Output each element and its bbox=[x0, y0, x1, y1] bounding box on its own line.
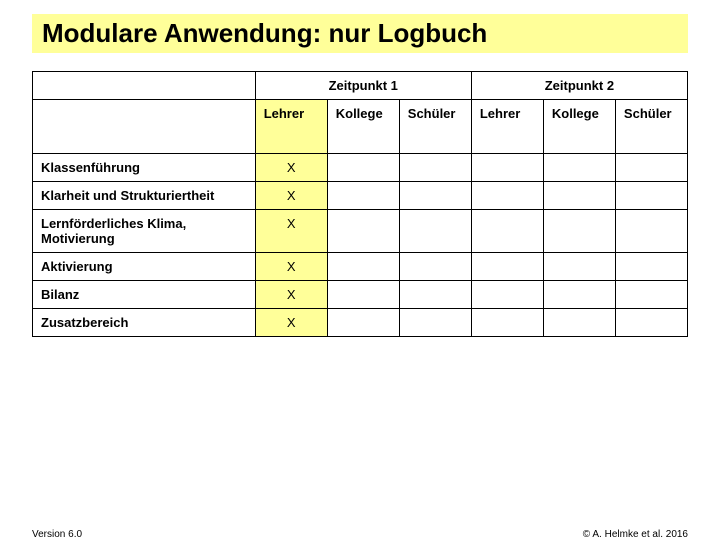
cell bbox=[543, 182, 615, 210]
table-row: Lernförderliches Klima, MotivierungX bbox=[33, 210, 688, 253]
cell bbox=[327, 309, 399, 337]
cell bbox=[615, 309, 687, 337]
cell bbox=[399, 309, 471, 337]
header-sub-4: Kollege bbox=[543, 100, 615, 154]
cell bbox=[399, 182, 471, 210]
cell bbox=[615, 253, 687, 281]
cell bbox=[399, 253, 471, 281]
cell bbox=[327, 210, 399, 253]
cell bbox=[615, 154, 687, 182]
cell bbox=[327, 182, 399, 210]
cell: X bbox=[255, 182, 327, 210]
table-row: BilanzX bbox=[33, 281, 688, 309]
table-container: Zeitpunkt 1 Zeitpunkt 2 Lehrer Kollege S… bbox=[32, 71, 688, 337]
cell bbox=[543, 281, 615, 309]
cell: X bbox=[255, 210, 327, 253]
cell bbox=[543, 210, 615, 253]
cell bbox=[327, 281, 399, 309]
row-label: Bilanz bbox=[33, 281, 256, 309]
cell bbox=[471, 309, 543, 337]
footer-version: Version 6.0 bbox=[32, 529, 82, 540]
cell bbox=[327, 253, 399, 281]
header-sub-1: Kollege bbox=[327, 100, 399, 154]
cell bbox=[399, 281, 471, 309]
header-sub-2: Schüler bbox=[399, 100, 471, 154]
table-head: Zeitpunkt 1 Zeitpunkt 2 Lehrer Kollege S… bbox=[33, 72, 688, 154]
row-label: Klassenführung bbox=[33, 154, 256, 182]
header-row-subs: Lehrer Kollege Schüler Lehrer Kollege Sc… bbox=[33, 100, 688, 154]
table-row: KlassenführungX bbox=[33, 154, 688, 182]
header-sub-5: Schüler bbox=[615, 100, 687, 154]
row-label: Aktivierung bbox=[33, 253, 256, 281]
cell: X bbox=[255, 154, 327, 182]
cell bbox=[471, 182, 543, 210]
table-row: Klarheit und StrukturiertheitX bbox=[33, 182, 688, 210]
cell bbox=[615, 182, 687, 210]
cell bbox=[615, 210, 687, 253]
cell: X bbox=[255, 281, 327, 309]
header-row-groups: Zeitpunkt 1 Zeitpunkt 2 bbox=[33, 72, 688, 100]
cell bbox=[471, 253, 543, 281]
cell bbox=[543, 253, 615, 281]
cell bbox=[471, 210, 543, 253]
cell bbox=[399, 210, 471, 253]
header-blank-sub bbox=[33, 100, 256, 154]
table-row: ZusatzbereichX bbox=[33, 309, 688, 337]
cell bbox=[327, 154, 399, 182]
footer-copyright: © A. Helmke et al. 2016 bbox=[583, 529, 688, 540]
header-sub-3: Lehrer bbox=[471, 100, 543, 154]
cell bbox=[399, 154, 471, 182]
cell bbox=[471, 281, 543, 309]
header-group-1: Zeitpunkt 1 bbox=[255, 72, 471, 100]
table-row: AktivierungX bbox=[33, 253, 688, 281]
matrix-table: Zeitpunkt 1 Zeitpunkt 2 Lehrer Kollege S… bbox=[32, 71, 688, 337]
row-label: Lernförderliches Klima, Motivierung bbox=[33, 210, 256, 253]
row-label: Klarheit und Strukturiertheit bbox=[33, 182, 256, 210]
header-group-2: Zeitpunkt 2 bbox=[471, 72, 687, 100]
cell bbox=[543, 309, 615, 337]
header-sub-0: Lehrer bbox=[255, 100, 327, 154]
table-body: KlassenführungXKlarheit und Strukturiert… bbox=[33, 154, 688, 337]
cell bbox=[543, 154, 615, 182]
row-label: Zusatzbereich bbox=[33, 309, 256, 337]
cell: X bbox=[255, 253, 327, 281]
page-title: Modulare Anwendung: nur Logbuch bbox=[32, 14, 688, 53]
cell bbox=[615, 281, 687, 309]
header-blank-top bbox=[33, 72, 256, 100]
cell bbox=[471, 154, 543, 182]
cell: X bbox=[255, 309, 327, 337]
